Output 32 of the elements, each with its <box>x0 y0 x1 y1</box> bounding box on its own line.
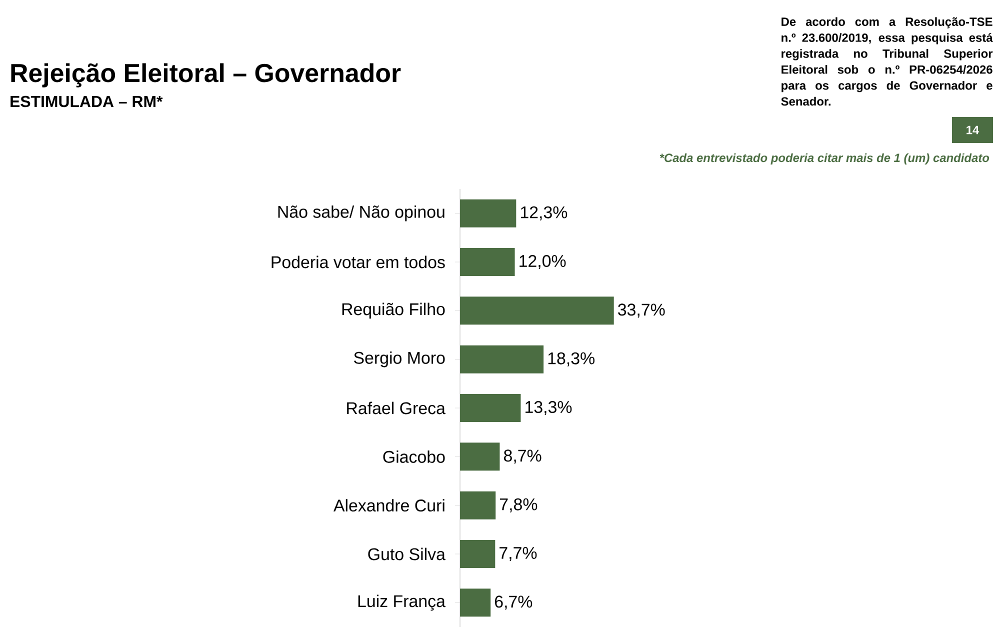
text: 14 <box>966 126 980 134</box>
text: Rejeição Eleitoral – Governador <box>11 63 401 88</box>
y-tick-label: Guto Silva <box>368 548 446 560</box>
bar <box>460 345 544 374</box>
y-tick-label: Sergio Moro <box>354 351 445 368</box>
data-label: 6,7% <box>494 596 532 610</box>
bar <box>460 296 614 325</box>
bar <box>460 540 496 568</box>
bar <box>460 248 515 276</box>
y-tick-label: Poderia votar em todos <box>272 256 445 268</box>
text: De acordo com a Resolução-TSE n.º 23.600/2019, essa pesquisa está registrada no Tribunal Superior Eleitoral sob o n.º PR-06254/2026 para os cargos de Governador e Senador. <box>781 17 993 106</box>
data-label: 7,7% <box>500 547 537 561</box>
data-label: 7,8% <box>500 498 538 512</box>
bar <box>460 442 500 471</box>
data-label: 33,7% <box>618 304 665 318</box>
y-tick-label: Não sabe/ Não opinou <box>278 205 444 222</box>
data-label: 18,3% <box>548 352 594 366</box>
data-label: 8,7% <box>504 450 542 464</box>
text: ESTIMULADA – RM* <box>10 96 163 108</box>
bar <box>460 491 496 520</box>
y-tick-label: Requião Filho <box>342 302 445 319</box>
y-tick-label: Luiz França <box>358 594 446 611</box>
data-label: 12,3% <box>520 206 568 220</box>
y-tick-label: Rafael Greca <box>347 402 446 414</box>
text: *Cada entrevistado poderia citar mais de 1 (um) candidato <box>660 153 990 164</box>
bar <box>460 199 516 228</box>
bar <box>460 588 491 617</box>
bar <box>460 394 521 422</box>
y-tick-label: Alexandre Curi <box>333 499 444 512</box>
y-tick-label: Giacobo <box>383 450 445 463</box>
data-label: 13,3% <box>526 401 572 415</box>
data-label: 12,0% <box>520 255 566 270</box>
